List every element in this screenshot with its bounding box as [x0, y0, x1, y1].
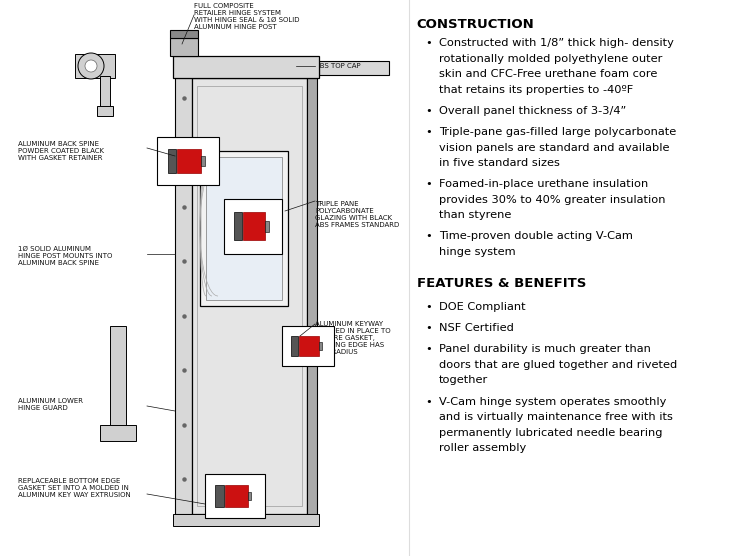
- Bar: [291, 336, 298, 356]
- Text: REPLACEABLE BOTTOM EDGE
GASKET SET INTO A MOLDED IN
ALUMINUM KEY WAY EXTRUSION: REPLACEABLE BOTTOM EDGE GASKET SET INTO …: [18, 478, 131, 498]
- Bar: [75, 54, 115, 78]
- Bar: [177, 149, 201, 173]
- Text: 1Ø SOLID ALUMINUM
HINGE POST MOUNTS INTO
ALUMINUM BACK SPINE: 1Ø SOLID ALUMINUM HINGE POST MOUNTS INTO…: [18, 246, 113, 266]
- Text: doors that are glued together and riveted: doors that are glued together and rivete…: [439, 360, 677, 370]
- Text: •: •: [425, 323, 432, 333]
- Bar: [243, 212, 265, 240]
- Text: •: •: [425, 127, 432, 137]
- Text: ABS TOP CAP: ABS TOP CAP: [315, 63, 360, 69]
- Text: rotationally molded polyethylene outer: rotationally molded polyethylene outer: [439, 54, 662, 64]
- Bar: [170, 30, 198, 38]
- Text: DOE Compliant: DOE Compliant: [439, 302, 526, 312]
- Bar: [282, 326, 334, 366]
- Bar: [299, 336, 319, 356]
- Text: CONSTRUCTION: CONSTRUCTION: [417, 18, 535, 31]
- Text: FEATURES & BENEFITS: FEATURES & BENEFITS: [417, 277, 587, 290]
- Text: •: •: [425, 344, 432, 354]
- Bar: [205, 474, 265, 518]
- Bar: [173, 514, 319, 526]
- Text: than styrene: than styrene: [439, 210, 511, 220]
- Text: •: •: [425, 302, 432, 312]
- Bar: [206, 157, 282, 300]
- Text: •: •: [425, 38, 432, 48]
- Text: Foamed-in-place urethane insulation: Foamed-in-place urethane insulation: [439, 179, 648, 189]
- Text: Overall panel thickness of 3-3/4”: Overall panel thickness of 3-3/4”: [439, 106, 626, 116]
- Bar: [234, 212, 242, 240]
- Bar: [216, 485, 224, 507]
- Text: and is virtually maintenance free with its: and is virtually maintenance free with i…: [439, 412, 673, 422]
- Bar: [224, 198, 282, 254]
- Bar: [319, 342, 322, 350]
- Text: TRIPLE PANE
POLYCARBONATE
GLAZING WITH BLACK
ABS FRAMES STANDARD: TRIPLE PANE POLYCARBONATE GLAZING WITH B…: [315, 201, 400, 228]
- Bar: [200, 151, 288, 306]
- Text: •: •: [425, 106, 432, 116]
- Bar: [170, 38, 198, 56]
- Bar: [307, 78, 317, 514]
- Circle shape: [78, 53, 104, 79]
- Circle shape: [85, 60, 97, 72]
- Text: skin and CFC-Free urethane foam core: skin and CFC-Free urethane foam core: [439, 70, 657, 80]
- Bar: [175, 78, 192, 514]
- Text: that retains its properties to -40ºF: that retains its properties to -40ºF: [439, 85, 633, 95]
- Text: ALUMINUM LOWER
HINGE GUARD: ALUMINUM LOWER HINGE GUARD: [18, 398, 83, 411]
- Text: vision panels are standard and available: vision panels are standard and available: [439, 142, 669, 152]
- Text: in five standard sizes: in five standard sizes: [439, 158, 559, 168]
- Text: permanently lubricated needle bearing: permanently lubricated needle bearing: [439, 428, 662, 438]
- Bar: [201, 156, 205, 166]
- Text: hinge system: hinge system: [439, 247, 515, 257]
- Text: provides 30% to 40% greater insulation: provides 30% to 40% greater insulation: [439, 195, 665, 205]
- Text: roller assembly: roller assembly: [439, 443, 526, 453]
- Bar: [225, 485, 248, 507]
- Bar: [100, 76, 110, 108]
- Text: •: •: [425, 231, 432, 241]
- Bar: [192, 78, 307, 514]
- Bar: [100, 425, 136, 441]
- Text: •: •: [425, 179, 432, 189]
- Text: Triple-pane gas-filled large polycarbonate: Triple-pane gas-filled large polycarbona…: [439, 127, 676, 137]
- Bar: [197, 86, 302, 506]
- Text: NSF Certified: NSF Certified: [439, 323, 514, 333]
- Text: together: together: [439, 375, 488, 385]
- Text: Time-proven double acting V-Cam: Time-proven double acting V-Cam: [439, 231, 632, 241]
- Bar: [319, 61, 389, 75]
- Bar: [97, 106, 113, 116]
- Text: ALUMINUM KEYWAY
MOLDED IN PLACE TO
SECURE GASKET,
LEADING EDGE HAS
3/4" RADIUS: ALUMINUM KEYWAY MOLDED IN PLACE TO SECUR…: [315, 321, 391, 355]
- Bar: [173, 56, 319, 78]
- Bar: [248, 492, 251, 500]
- Text: ALUMINUM BACK SPINE
POWDER COATED BLACK
WITH GASKET RETAINER: ALUMINUM BACK SPINE POWDER COATED BLACK …: [18, 141, 104, 161]
- Bar: [110, 326, 126, 426]
- Text: FULL COMPOSITE
RETAILER HINGE SYSTEM
WITH HINGE SEAL & 1Ø SOLID
ALUMINUM HINGE P: FULL COMPOSITE RETAILER HINGE SYSTEM WIT…: [194, 3, 300, 30]
- Text: Panel durability is much greater than: Panel durability is much greater than: [439, 344, 650, 354]
- Text: •: •: [425, 396, 432, 406]
- Bar: [265, 221, 269, 231]
- Text: Constructed with 1/8” thick high- density: Constructed with 1/8” thick high- densit…: [439, 38, 674, 48]
- Text: V-Cam hinge system operates smoothly: V-Cam hinge system operates smoothly: [439, 396, 666, 406]
- Bar: [167, 149, 176, 173]
- Bar: [157, 137, 219, 185]
